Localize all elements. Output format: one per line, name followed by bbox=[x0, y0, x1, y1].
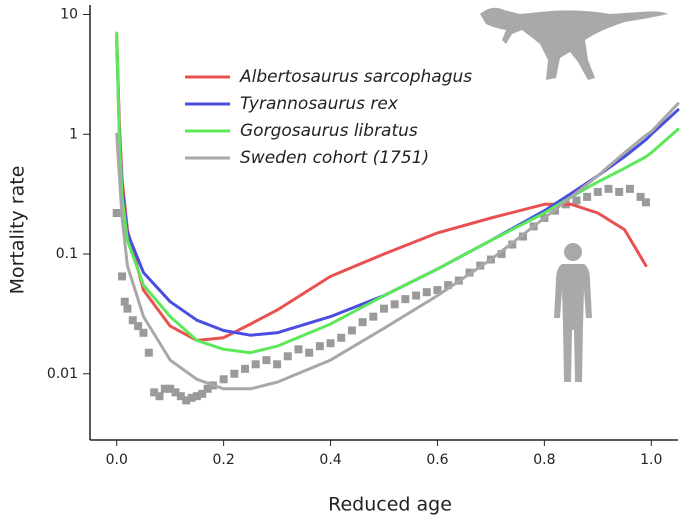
data-point bbox=[166, 384, 175, 393]
data-point bbox=[401, 295, 410, 304]
data-point bbox=[192, 392, 201, 401]
trex-silhouette bbox=[480, 7, 668, 80]
data-point bbox=[337, 333, 346, 342]
x-tick-label: 0.0 bbox=[106, 452, 128, 468]
y-tick-label: 0.01 bbox=[47, 366, 78, 382]
data-point bbox=[219, 375, 228, 384]
data-point bbox=[518, 232, 527, 241]
y-tick-label: 0.1 bbox=[56, 246, 78, 262]
data-point bbox=[347, 326, 356, 335]
data-point bbox=[187, 393, 196, 402]
data-point bbox=[390, 300, 399, 309]
data-point bbox=[241, 364, 250, 373]
data-point bbox=[182, 396, 191, 405]
data-point bbox=[139, 328, 148, 337]
x-tick-label: 0.6 bbox=[426, 452, 448, 468]
data-point bbox=[444, 281, 453, 290]
data-point bbox=[203, 384, 212, 393]
data-point bbox=[593, 187, 602, 196]
data-point bbox=[134, 322, 143, 331]
legend-label: Sweden cohort (1751) bbox=[240, 148, 429, 168]
data-point bbox=[625, 184, 634, 193]
legend-label: Albertosaurus sarcophagus bbox=[239, 67, 472, 87]
data-point bbox=[497, 250, 506, 259]
human-silhouette bbox=[554, 243, 592, 382]
data-point bbox=[128, 316, 137, 325]
data-point bbox=[615, 187, 624, 196]
data-point bbox=[641, 198, 650, 207]
y-tick-label: 10 bbox=[60, 6, 78, 22]
y-tick-label: 1 bbox=[69, 126, 78, 142]
data-point bbox=[176, 392, 185, 401]
data-point bbox=[369, 312, 378, 321]
data-point bbox=[160, 384, 169, 393]
y-axis-title: Mortality rate bbox=[7, 166, 29, 295]
x-tick-label: 0.4 bbox=[319, 452, 341, 468]
data-point bbox=[305, 348, 314, 357]
data-point bbox=[294, 345, 303, 354]
data-point bbox=[283, 352, 292, 361]
data-point bbox=[230, 369, 239, 378]
legend-label: Tyrannosaurus rex bbox=[240, 94, 399, 114]
data-point bbox=[358, 318, 367, 327]
data-point bbox=[144, 348, 153, 357]
data-point bbox=[112, 209, 121, 218]
data-point bbox=[572, 196, 581, 205]
series-line bbox=[115, 102, 680, 391]
x-tick-label: 0.2 bbox=[213, 452, 235, 468]
data-point bbox=[433, 286, 442, 295]
data-point bbox=[636, 192, 645, 201]
data-point bbox=[123, 304, 132, 313]
data-point bbox=[422, 288, 431, 297]
data-point bbox=[604, 184, 613, 193]
data-point bbox=[118, 272, 127, 281]
data-point bbox=[326, 339, 335, 348]
legend-label: Gorgosaurus libratus bbox=[240, 121, 418, 141]
data-point bbox=[412, 291, 421, 300]
data-point bbox=[120, 297, 129, 306]
x-tick-label: 0.8 bbox=[533, 452, 555, 468]
series-line bbox=[115, 31, 680, 355]
data-point bbox=[262, 356, 271, 365]
data-point bbox=[171, 388, 180, 397]
series-line bbox=[115, 39, 680, 337]
data-point bbox=[315, 342, 324, 351]
data-point bbox=[198, 389, 207, 398]
data-point bbox=[155, 392, 164, 401]
data-point bbox=[583, 192, 592, 201]
data-point bbox=[380, 304, 388, 313]
x-axis-title: Reduced age bbox=[328, 494, 452, 516]
data-point bbox=[273, 360, 282, 369]
data-point bbox=[150, 388, 159, 397]
data-point bbox=[251, 360, 260, 369]
x-tick-label: 1.0 bbox=[640, 452, 662, 468]
